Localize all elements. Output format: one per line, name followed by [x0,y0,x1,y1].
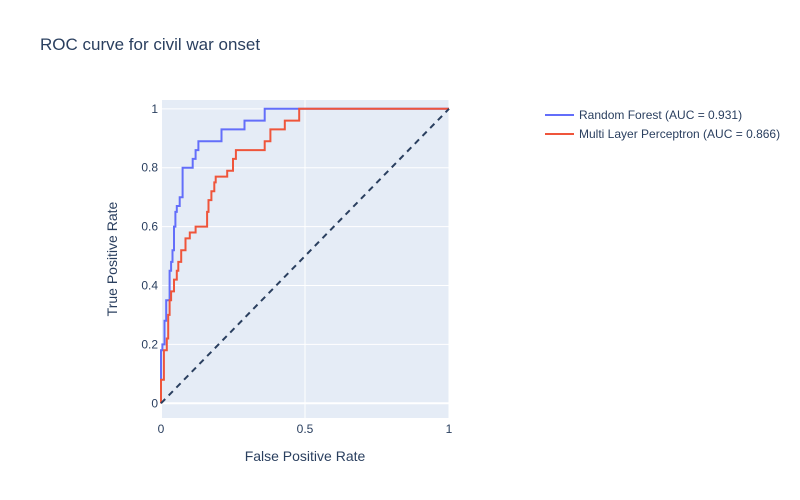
y-tick-label: 0.4 [141,279,158,293]
legend-item-2[interactable]: Multi Layer Perceptron (AUC = 0.866) [545,127,780,141]
series-lines [160,107,450,404]
legend-label: Multi Layer Perceptron (AUC = 0.866) [579,127,780,141]
y-axis-label: True Positive Rate [104,201,120,316]
x-axis-label: False Positive Rate [245,448,366,464]
x-tick-label: 1 [446,422,453,436]
y-tick-label: 0.8 [141,161,158,175]
y-tick-label: 0 [151,396,158,410]
y-tick-label: 0.6 [141,220,158,234]
x-tick-label: 0 [158,422,165,436]
y-tick-label: 1 [151,102,158,116]
x-tick-label: 0.5 [297,422,314,436]
chart-title: ROC curve for civil war onset [40,35,260,54]
legend-label: Random Forest (AUC = 0.931) [579,108,742,122]
series-line-2 [160,107,449,404]
y-axis-ticks: 0 0.2 0.4 0.6 0.8 1 [141,102,158,410]
x-axis-ticks: 0 0.5 1 [158,422,453,436]
legend-item-1[interactable]: Random Forest (AUC = 0.931) [545,108,742,122]
legend[interactable]: Random Forest (AUC = 0.931) Multi Layer P… [545,108,780,141]
diagonal-reference-line [160,108,450,404]
series-line-1 [160,107,449,404]
y-tick-label: 0.2 [141,337,158,351]
grid-lines [160,100,450,418]
